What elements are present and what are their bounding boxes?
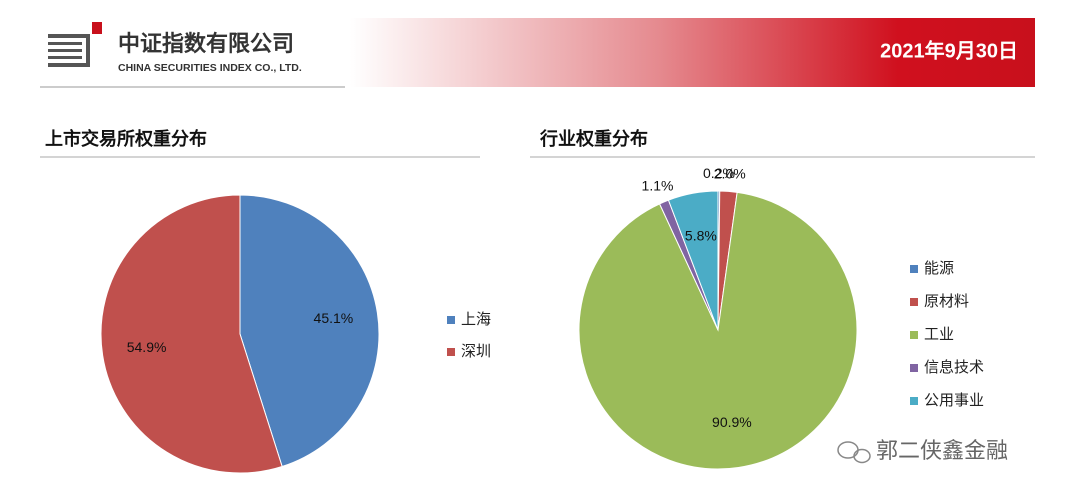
chart-title: 行业权重分布 [539,128,648,149]
legend-swatch [910,265,918,273]
legend-label: 能源 [924,260,954,277]
pie-slice [578,191,858,470]
legend-swatch [910,298,918,306]
legend-swatch [910,397,918,405]
legend-swatch [447,348,455,356]
legend-swatch [447,316,455,324]
data-label: 90.9% [712,414,752,430]
company-name: 中证指数有限公司 [118,31,294,56]
pie-slice [667,190,719,331]
chart-title: 上市交易所权重分布 [45,128,207,149]
legend-label: 深圳 [461,343,491,360]
legend-label: 原材料 [924,293,969,310]
legend-label: 信息技术 [924,359,984,376]
legend-swatch [910,364,918,372]
logo-icon [48,22,102,67]
data-label: 1.1% [642,177,674,193]
report-date: 2021年9月30日 [880,38,1018,62]
data-label: 2.0% [714,165,746,181]
watermark-icon [837,441,871,464]
data-label: 5.8% [685,228,717,244]
pie-slice [100,194,283,474]
legend-label: 公用事业 [924,392,984,409]
header-band [350,18,1035,87]
legend-label: 上海 [461,311,491,328]
watermark: 郭二侠鑫金融 [876,438,1008,463]
data-label: 45.1% [314,310,354,326]
company-name-en: CHINA SECURITIES INDEX CO., LTD. [118,62,302,74]
legend-label: 工业 [924,326,954,343]
pie-slice [239,194,380,468]
legend-swatch [910,331,918,339]
data-label: 54.9% [127,339,167,355]
data-label: 0.2% [703,165,735,181]
